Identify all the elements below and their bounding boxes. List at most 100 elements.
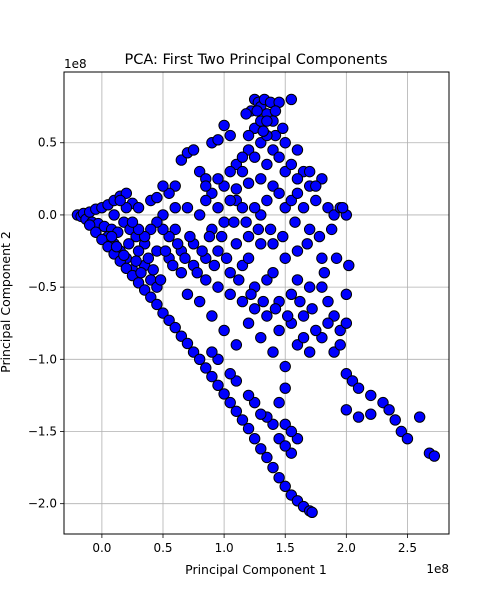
data-point [193, 209, 206, 221]
data-point [248, 303, 261, 315]
data-point [171, 238, 184, 250]
data-point [343, 259, 355, 272]
data-point [316, 252, 328, 264]
data-point [318, 266, 331, 279]
data-point [212, 173, 224, 185]
data-point [242, 177, 255, 189]
data-point [135, 266, 147, 279]
data-point [206, 370, 218, 383]
data-point [175, 330, 188, 342]
data-point [138, 284, 151, 296]
y-tick-label: −1.5 [28, 424, 57, 438]
chart-title: PCA: First Two Principal Components [124, 52, 387, 68]
data-point [130, 255, 142, 267]
data-point [145, 291, 157, 303]
data-point [118, 249, 130, 262]
data-point [273, 187, 285, 199]
data-point [303, 346, 316, 358]
data-point [346, 375, 359, 387]
data-point [255, 137, 267, 149]
data-point [248, 202, 261, 214]
data-point [154, 274, 167, 286]
data-point [236, 259, 249, 272]
data-point [352, 411, 365, 423]
data-point [261, 451, 273, 464]
data-point [218, 180, 230, 192]
data-point [242, 422, 255, 435]
data-point [365, 389, 377, 402]
data-point [181, 202, 194, 214]
data-point [267, 266, 279, 279]
data-point [273, 471, 285, 484]
data-point [279, 202, 291, 214]
y-tick-label: −2.0 [28, 497, 57, 511]
data-point [340, 404, 353, 416]
data-point [230, 238, 243, 250]
x-offset-label: 1e8 [426, 562, 449, 576]
data-point [297, 331, 310, 344]
data-point [159, 245, 172, 257]
data-point [151, 298, 163, 311]
data-point [151, 216, 163, 228]
data-point [395, 425, 408, 438]
data-point [200, 194, 212, 207]
data-point [269, 303, 282, 315]
data-point [175, 266, 188, 279]
data-point [236, 295, 249, 308]
data-point [114, 194, 126, 207]
y-tick-label: 0.5 [38, 136, 57, 150]
data-point [90, 226, 102, 238]
data-point [218, 119, 230, 132]
data-point [242, 129, 255, 142]
data-point [187, 144, 200, 156]
data-point [273, 433, 285, 445]
data-point [181, 288, 194, 301]
data-point [248, 151, 261, 163]
data-point [206, 346, 218, 358]
data-point [277, 122, 289, 135]
data-point [328, 346, 340, 358]
x-axis-label: Principal Component 1 [185, 562, 327, 577]
x-tick-label: 0.0 [92, 541, 111, 555]
data-point [224, 194, 236, 207]
data-point [267, 346, 279, 358]
data-point [157, 180, 169, 192]
data-point [230, 183, 243, 195]
data-point [240, 108, 252, 120]
data-point [138, 230, 151, 243]
y-tick-label: 0.0 [38, 208, 57, 222]
data-point [285, 93, 298, 106]
data-point [310, 194, 322, 207]
data-point [240, 216, 252, 228]
data-point [255, 238, 267, 250]
data-point [267, 418, 279, 430]
data-point [108, 209, 120, 221]
data-point [306, 303, 318, 315]
data-point [279, 137, 291, 149]
data-point [325, 223, 338, 236]
data-point [120, 187, 133, 199]
data-point [224, 396, 236, 409]
data-point [224, 368, 236, 380]
data-point [261, 115, 273, 127]
data-point [328, 209, 340, 221]
data-point [291, 144, 304, 156]
data-point [281, 310, 294, 322]
y-axis-label: Principal Component 2 [0, 231, 13, 373]
data-point [340, 288, 353, 301]
data-point [163, 230, 175, 243]
data-point [132, 223, 145, 236]
data-point [313, 230, 326, 243]
data-point [279, 252, 291, 264]
data-point [316, 331, 328, 344]
data-point [206, 187, 218, 199]
data-point [291, 339, 304, 351]
data-point [169, 202, 181, 214]
data-point [252, 223, 265, 236]
data-point [352, 382, 365, 394]
data-point [142, 252, 155, 264]
data-point [179, 252, 191, 264]
data-point [389, 414, 401, 426]
x-tick-label: 1.0 [215, 541, 234, 555]
data-point [224, 288, 236, 301]
